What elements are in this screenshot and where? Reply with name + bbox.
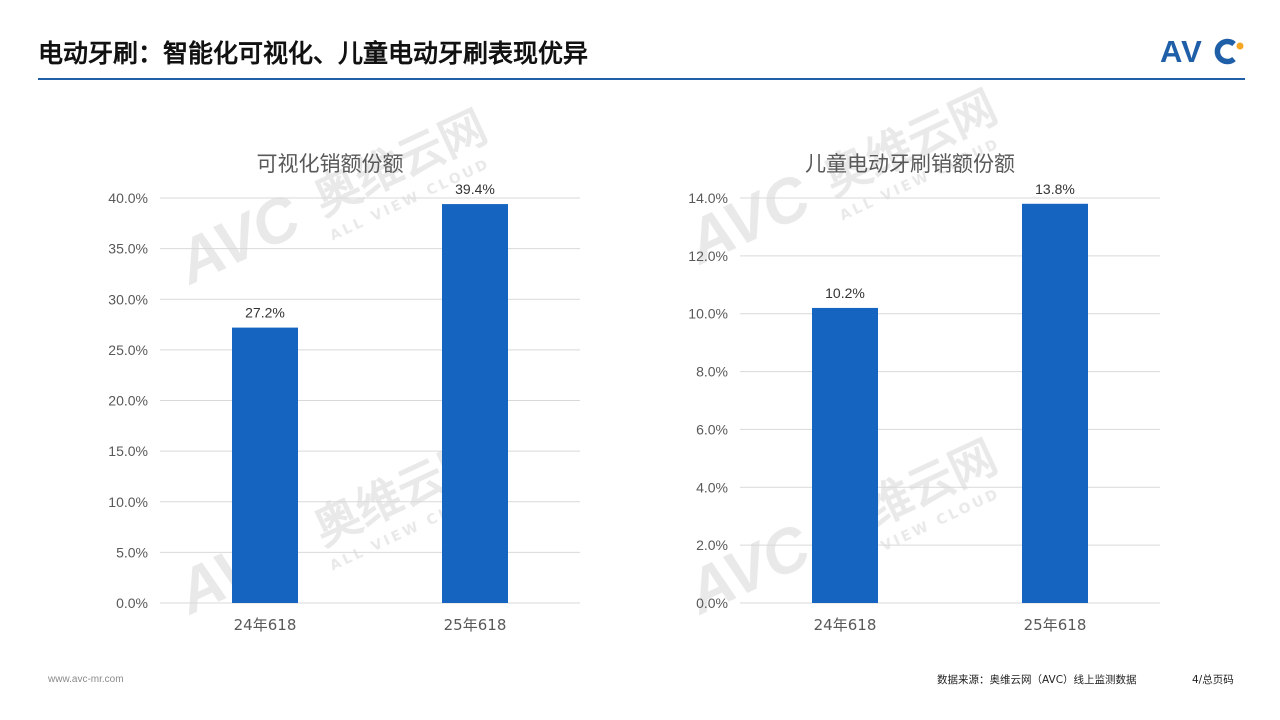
chart-svg: 0.0% 2.0% 4.0% 6.0% 8.0% 10.0% 12.0% 14.0% 10.2%… [688, 181, 1160, 634]
y-tick-label: 2.0% [696, 537, 728, 553]
y-tick-label: 15.0% [108, 443, 148, 459]
chart-title: 可视化销额份额 [256, 152, 404, 176]
page-title: 电动牙刷：智能化可视化、儿童电动牙刷表现优异 [38, 39, 589, 68]
y-tick-label: 12.0% [688, 248, 728, 264]
data-label: 10.2% [825, 285, 865, 301]
footer-source: 数据来源：奥维云网（AVC）线上监测数据 [937, 674, 1137, 686]
svg-text:AV: AV [1160, 34, 1203, 68]
chart-kids-toothbrush-share: 儿童电动牙刷销额份额 0.0% 2.0% 4.0% 6.0% 8.0% 10.0% 12.0… [640, 120, 1180, 640]
chart-visual-sales-share: 可视化销额份额 0.0% 5.0% 10.0% 15.0% 20.0% 25.0% 30.0… [60, 120, 600, 640]
bar [812, 307, 878, 603]
y-tick-label: 0.0% [696, 595, 728, 611]
y-tick-label: 6.0% [696, 421, 728, 437]
y-tick-label: 4.0% [696, 479, 728, 495]
y-tick-label: 14.0% [688, 190, 728, 206]
y-tick-label: 8.0% [696, 364, 728, 380]
y-tick-label: 10.0% [688, 306, 728, 322]
avc-logo: AV [1160, 34, 1244, 68]
data-label: 27.2% [245, 305, 285, 321]
y-tick-label: 20.0% [108, 393, 148, 409]
data-label: 13.8% [1035, 181, 1075, 197]
bar [442, 204, 508, 603]
data-label: 39.4% [455, 181, 495, 197]
footer-page-number: 4/总页码 [1192, 674, 1234, 686]
y-tick-label: 30.0% [108, 291, 148, 307]
y-tick-label: 10.0% [108, 494, 148, 510]
y-tick-label: 25.0% [108, 342, 148, 358]
title-divider [38, 78, 1245, 80]
chart-title: 儿童电动牙刷销额份额 [805, 152, 1015, 176]
chart-svg: 0.0% 5.0% 10.0% 15.0% 20.0% 25.0% 30.0% 35.0% 40… [108, 181, 580, 634]
x-tick-label: 24年618 [234, 616, 297, 634]
footer-url: www.avc-mr.com [48, 674, 124, 685]
x-tick-label: 25年618 [444, 616, 507, 634]
y-tick-label: 40.0% [108, 190, 148, 206]
x-tick-label: 25年618 [1024, 616, 1087, 634]
bar [232, 327, 298, 603]
bar [1022, 203, 1088, 603]
y-tick-label: 0.0% [116, 595, 148, 611]
y-tick-label: 5.0% [116, 544, 148, 560]
x-tick-label: 24年618 [814, 616, 877, 634]
y-tick-label: 35.0% [108, 241, 148, 257]
